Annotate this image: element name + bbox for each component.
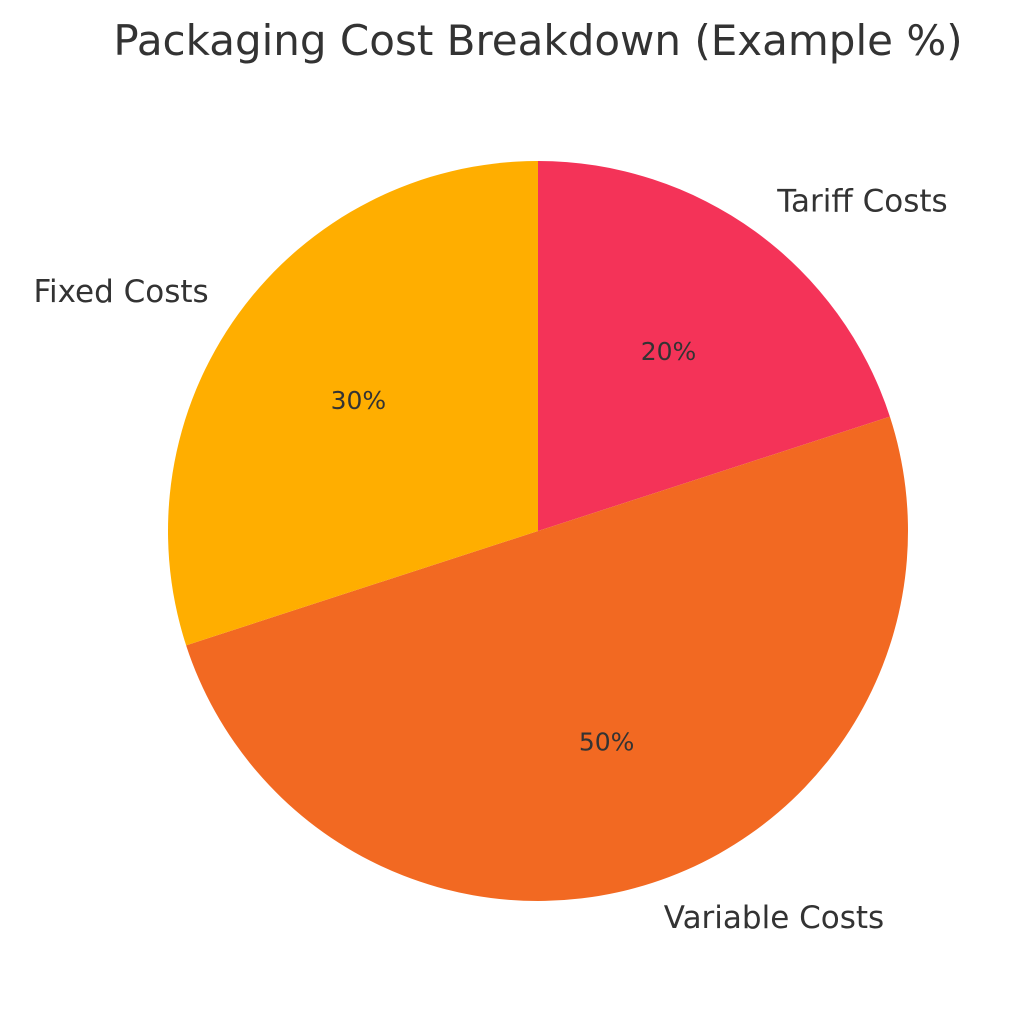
pie-slice-fixed-costs	[167, 161, 538, 646]
pie-slice-variable-costs	[186, 416, 909, 901]
pie-slices	[167, 161, 909, 901]
pct-label-variable-costs: 50%	[579, 728, 635, 757]
chart-title: Packaging Cost Breakdown (Example %)	[113, 16, 962, 65]
slice-label-variable-costs: Variable Costs	[664, 900, 884, 936]
slice-label-fixed-costs: Fixed Costs	[33, 274, 208, 310]
pie-labels: Tariff Costs 20% Variable Costs 50% Fixed Co…	[33, 184, 947, 936]
pie-slice-tariff-costs	[538, 161, 890, 531]
pct-label-fixed-costs: 30%	[331, 386, 387, 415]
slice-label-tariff-costs: Tariff Costs	[776, 184, 947, 220]
pct-label-tariff-costs: 20%	[641, 337, 697, 366]
